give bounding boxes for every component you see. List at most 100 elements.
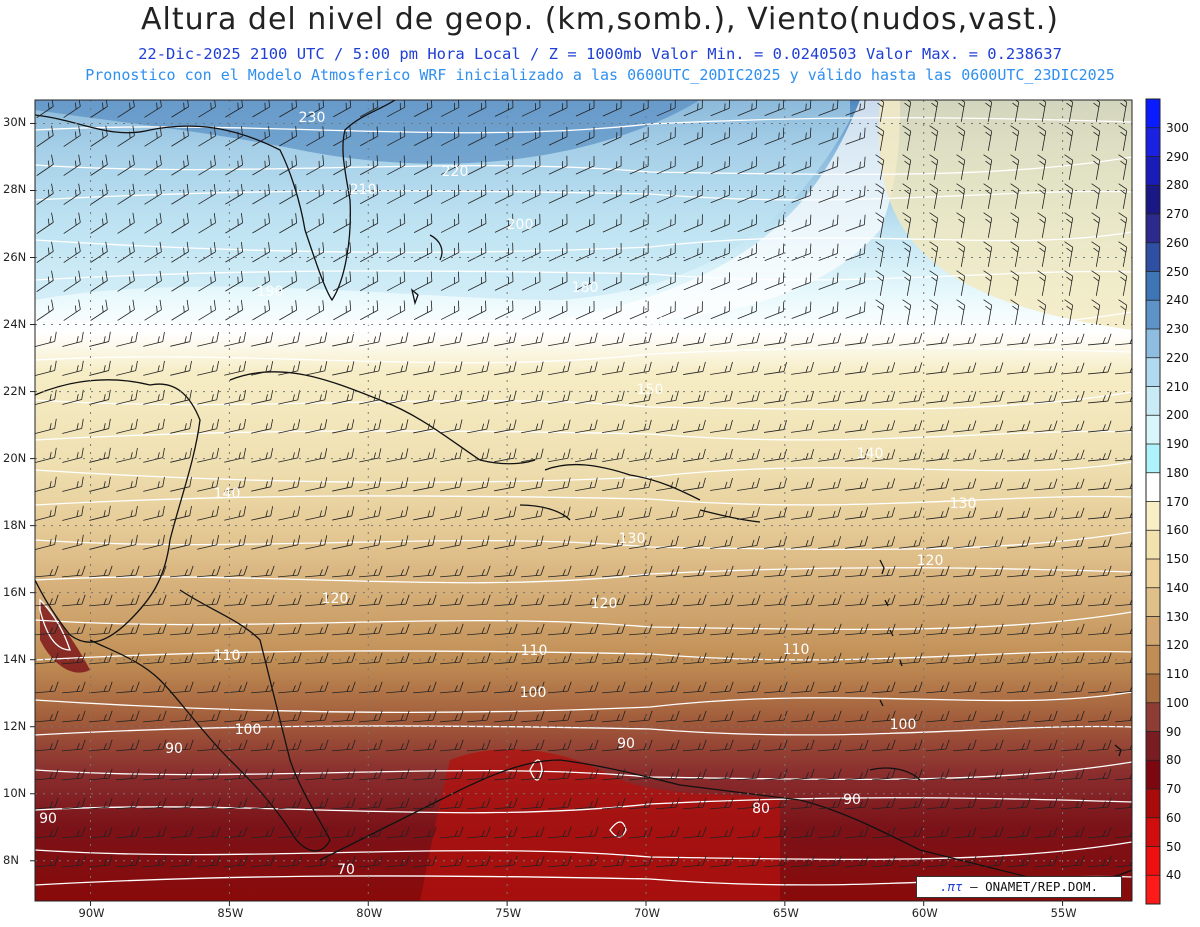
colorbar-swatch <box>1146 817 1160 847</box>
wind-barb <box>710 594 734 607</box>
wind-barb <box>306 155 325 176</box>
wind-barb <box>902 212 912 238</box>
wind-barb <box>764 623 788 636</box>
wind-barb <box>1088 478 1112 491</box>
wind-barb <box>360 126 379 147</box>
wind-barb <box>89 797 113 810</box>
wind-barb <box>602 100 622 117</box>
wind-barb <box>875 100 885 122</box>
wind-barb <box>521 332 544 347</box>
wind-barb <box>737 243 758 262</box>
wind-barb <box>197 565 221 578</box>
wind-barb <box>983 241 993 267</box>
wind-barb <box>548 623 572 636</box>
wind-barb <box>1118 212 1128 238</box>
colorbar-swatch <box>1146 300 1160 330</box>
wind-barb <box>305 681 329 694</box>
wind-barb <box>224 535 247 550</box>
wind-barb <box>332 623 356 636</box>
wind-barb <box>197 534 219 550</box>
wind-barb <box>683 272 703 291</box>
wind-barb <box>63 154 81 176</box>
wind-barb <box>143 797 167 810</box>
wind-barb <box>845 739 869 752</box>
wind-barb <box>224 681 248 694</box>
wind-barb <box>656 535 679 549</box>
wind-barb <box>875 241 885 267</box>
wind-barb <box>983 154 993 180</box>
wind-barb <box>737 652 761 665</box>
wind-barb <box>656 100 676 117</box>
wind-barb <box>494 300 514 320</box>
wind-barb <box>683 156 703 175</box>
wind-barb <box>224 332 247 347</box>
wind-barb <box>629 272 649 291</box>
wind-barb <box>656 390 679 404</box>
wind-barb <box>845 362 869 375</box>
wind-barb <box>764 185 785 204</box>
wind-barb <box>278 594 302 607</box>
contour-label: 90 <box>617 736 635 752</box>
wind-barb <box>170 652 194 665</box>
wind-barb <box>170 681 194 694</box>
contour-line <box>35 841 1132 861</box>
wind-barb <box>494 155 514 175</box>
wind-barb <box>359 477 382 492</box>
colorbar-label: 120 <box>1166 638 1189 653</box>
wind-barb <box>225 126 243 147</box>
wind-barb <box>683 390 706 404</box>
colorbar-label: 90 <box>1166 724 1182 739</box>
wind-barb <box>629 332 652 347</box>
coastline-segment <box>899 659 903 667</box>
wind-barb <box>440 448 463 463</box>
wind-barb <box>305 477 328 492</box>
wind-barb <box>467 300 487 320</box>
wind-barb <box>35 505 57 521</box>
wind-barb <box>926 478 950 491</box>
wind-barb <box>548 242 568 262</box>
lat-label: 20N <box>3 450 27 465</box>
wind-barb <box>791 797 815 810</box>
wind-barb <box>413 506 436 521</box>
wind-barb <box>764 855 788 868</box>
wind-barb <box>845 243 866 261</box>
wind-barb <box>62 594 86 607</box>
contour-label: 160 <box>636 314 664 330</box>
wind-barb <box>278 332 301 347</box>
wind-barb <box>386 100 406 118</box>
wind-barb <box>197 476 219 492</box>
wind-barb <box>926 536 950 549</box>
wind-barb <box>548 126 568 146</box>
wind-barb <box>440 681 464 694</box>
wind-barb <box>1007 739 1031 752</box>
wind-barb <box>413 477 436 492</box>
wind-barb <box>89 739 113 752</box>
wind-barb <box>1037 183 1047 209</box>
contour-line <box>35 725 1132 736</box>
wind-barb <box>62 710 86 723</box>
colorbar-swatch <box>1146 99 1160 129</box>
wind-barb <box>791 362 815 375</box>
wind-barb <box>35 389 57 405</box>
wind-barb <box>521 361 544 376</box>
contour-label: 100 <box>889 717 917 733</box>
wind-barb <box>845 565 869 578</box>
wind-barb <box>575 681 599 694</box>
wind-barb <box>467 390 490 405</box>
wind-barb <box>683 419 706 433</box>
wind-barb <box>89 565 113 578</box>
wind-barb <box>1034 710 1058 723</box>
wind-barb <box>683 332 706 346</box>
wind-barb <box>62 505 84 521</box>
wind-barb <box>602 506 625 521</box>
wind-barb <box>791 214 812 232</box>
colorbar-label: 200 <box>1166 408 1189 423</box>
wind-barb <box>656 332 679 346</box>
colorbar-swatch <box>1146 530 1160 560</box>
wind-barb <box>143 476 165 492</box>
lat-label: 24N <box>3 316 27 331</box>
wind-barb <box>602 127 622 146</box>
wind-barb <box>818 391 842 404</box>
wind-barb <box>90 270 108 292</box>
